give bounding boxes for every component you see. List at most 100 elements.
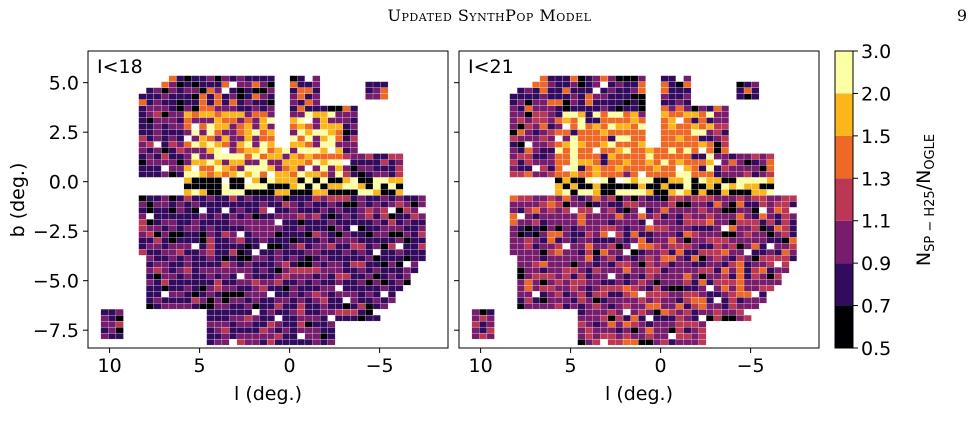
heatmap-cell	[145, 237, 154, 244]
heatmap-cell	[683, 129, 692, 136]
heatmap-cell	[615, 123, 624, 130]
heatmap-cell	[615, 201, 624, 208]
heatmap-cell	[660, 249, 669, 256]
heatmap-cell	[539, 297, 548, 304]
heatmap-cell	[342, 249, 351, 256]
heatmap-cell	[532, 225, 541, 232]
heatmap-cell	[562, 129, 571, 136]
heatmap-cell	[214, 147, 222, 154]
heatmap-cell	[585, 213, 593, 220]
heatmap-cell	[206, 255, 215, 262]
heatmap-cell	[357, 195, 366, 202]
heatmap-cell	[198, 231, 207, 238]
heatmap-cell	[191, 105, 200, 112]
heatmap-cell	[569, 225, 578, 232]
heatmap-cell	[229, 285, 238, 292]
heatmap-cell	[138, 219, 147, 226]
heatmap-cell	[365, 177, 374, 184]
heatmap-cell	[297, 261, 306, 268]
heatmap-cell	[630, 213, 639, 220]
heatmap-cell	[789, 195, 798, 202]
heatmap-cell	[713, 183, 722, 190]
heatmap-cell	[562, 183, 571, 190]
heatmap-cell	[781, 195, 790, 202]
heatmap-cell	[562, 261, 571, 268]
heatmap-cell	[539, 75, 548, 82]
heatmap-cell	[372, 81, 381, 88]
heatmap-cell	[161, 273, 170, 280]
heatmap-cell	[524, 153, 533, 160]
heatmap-cell	[259, 285, 268, 292]
heatmap-cell	[251, 320, 260, 328]
heatmap-cell	[145, 165, 154, 172]
heatmap-cell	[743, 243, 752, 250]
heatmap-cell	[479, 320, 488, 328]
heatmap-cell	[266, 261, 275, 268]
heatmap-cell	[660, 87, 669, 94]
heatmap-cell	[539, 171, 548, 178]
heatmap-cell	[282, 243, 290, 250]
heatmap-cell	[766, 177, 775, 184]
heatmap-cell	[554, 243, 563, 250]
heatmap-cell	[198, 249, 207, 256]
heatmap-cell	[350, 255, 359, 262]
heatmap-cell	[327, 255, 336, 262]
heatmap-cell	[690, 267, 699, 274]
heatmap-cell	[266, 159, 275, 166]
heatmap-cell	[736, 279, 745, 286]
heatmap-cell	[569, 165, 578, 172]
heatmap-cell	[206, 273, 215, 280]
heatmap-cell	[736, 213, 745, 220]
heatmap-cell	[607, 171, 616, 178]
heatmap-cell	[221, 279, 230, 286]
x-tick-label-1-3: −5	[366, 355, 394, 377]
heatmap-cell	[637, 147, 646, 154]
heatmap-cell	[297, 105, 306, 112]
heatmap-cell	[592, 302, 601, 310]
heatmap-cell	[554, 183, 563, 190]
heatmap-cell	[675, 320, 684, 328]
heatmap-cell	[251, 267, 260, 274]
heatmap-cell	[516, 147, 525, 154]
heatmap-cell	[637, 285, 646, 292]
heatmap-cell	[577, 87, 586, 94]
heatmap-cell	[153, 285, 162, 292]
heatmap-cell	[653, 225, 661, 232]
x-axis-label-1: l (deg.)	[234, 383, 302, 405]
heatmap-cell	[600, 285, 609, 292]
heatmap-cell	[214, 237, 222, 244]
heatmap-cell	[304, 189, 313, 196]
heatmap-cell	[214, 105, 222, 112]
heatmap-cell	[145, 243, 154, 250]
heatmap-cell	[342, 279, 351, 286]
heatmap-cell	[251, 171, 260, 178]
y-tick-label-2: 0.0	[49, 172, 79, 194]
heatmap-cell	[577, 165, 586, 172]
heatmap-cell	[198, 261, 207, 268]
heatmap-cell	[766, 213, 775, 220]
heatmap-cell	[403, 195, 411, 202]
heatmap-cell	[562, 159, 571, 166]
heatmap-cell	[532, 255, 541, 262]
heatmap-cell	[312, 75, 321, 82]
heatmap-cell	[214, 171, 222, 178]
heatmap-cell	[683, 261, 692, 268]
heatmap-cell	[585, 279, 593, 286]
heatmap-cell	[683, 75, 692, 82]
colorbar-tick-label-3: 1.1	[861, 211, 891, 233]
heatmap-cell	[509, 201, 518, 208]
heatmap-cell	[698, 261, 707, 268]
heatmap-cell	[138, 207, 147, 214]
heatmap-cell	[645, 171, 654, 178]
heatmap-cell	[259, 75, 268, 82]
heatmap-cell	[138, 225, 147, 232]
x-tick-label-1-2: 0	[284, 355, 296, 377]
heatmap-cell	[229, 93, 238, 100]
heatmap-cell	[600, 261, 609, 268]
heatmap-cell	[547, 147, 556, 154]
heatmap-cell	[539, 195, 548, 202]
heatmap-cell	[304, 279, 313, 286]
heatmap-cell	[645, 213, 654, 220]
heatmap-cell	[244, 225, 253, 232]
heatmap-cell	[637, 111, 646, 118]
